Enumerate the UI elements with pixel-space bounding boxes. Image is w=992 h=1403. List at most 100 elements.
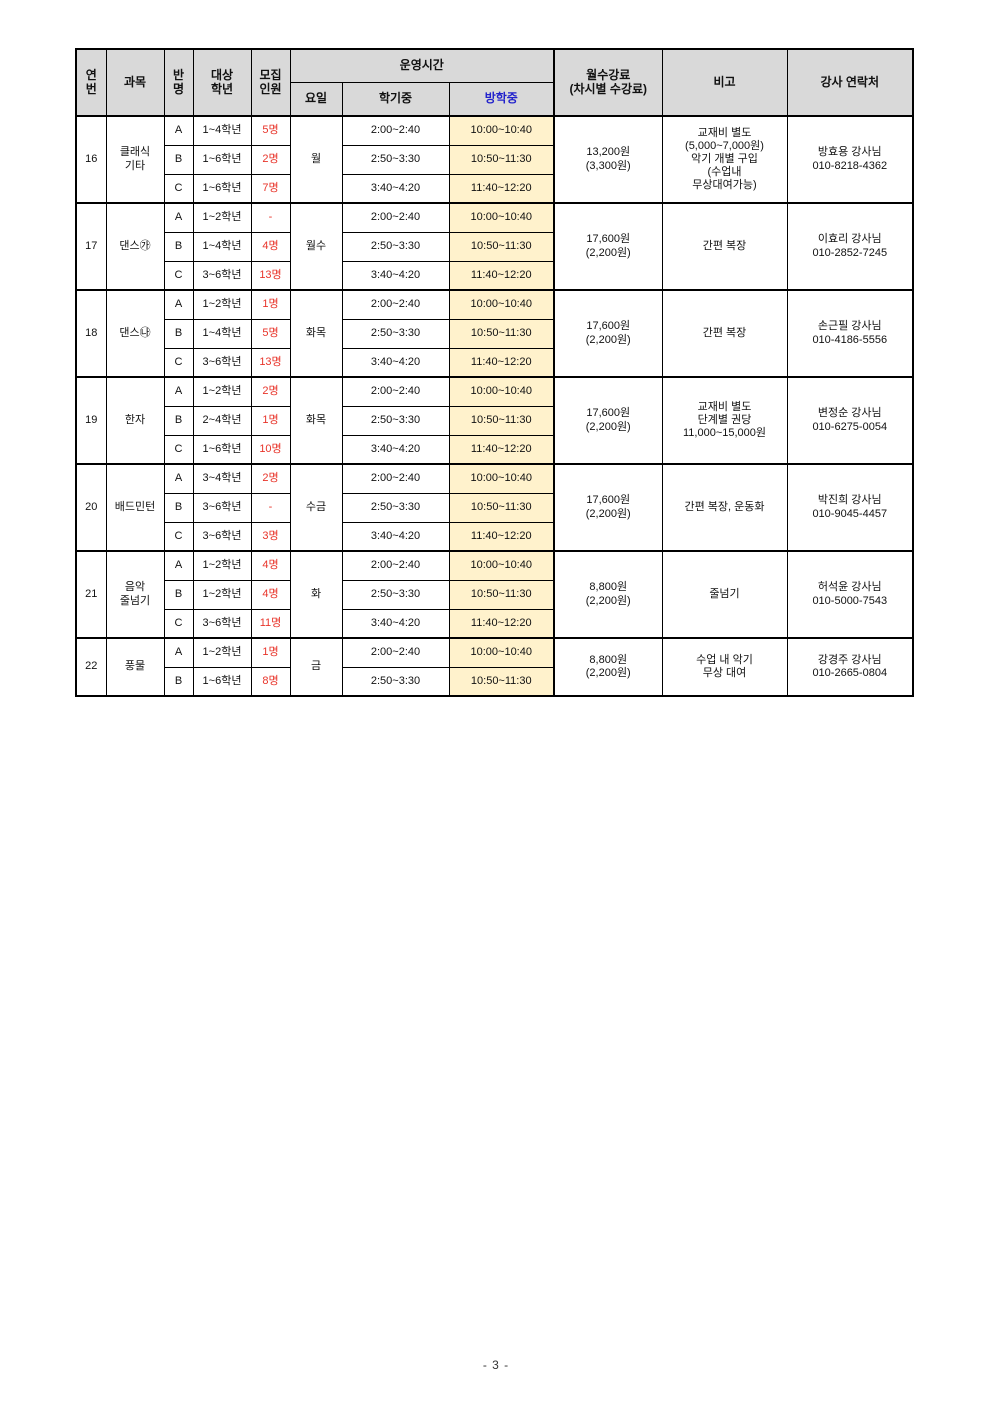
- cell-day: 월: [289, 115, 343, 204]
- cell-grade: 1~6학년: [192, 173, 252, 204]
- cell-vacation-time: 11:40~12:20: [448, 434, 555, 465]
- cell-fee: 8,800원 (2,200원): [553, 550, 663, 639]
- cell-note: 간편 복장: [661, 289, 788, 378]
- cell-vacation-time: 10:00~10:40: [448, 637, 555, 668]
- cell-semester-time: 2:00~2:40: [341, 550, 450, 581]
- cell-fee: 13,200원 (3,300원): [553, 115, 663, 204]
- cell-subject: 한자: [105, 376, 165, 465]
- cell-semester-time: 2:00~2:40: [341, 463, 450, 494]
- cell-no: 21: [75, 550, 107, 639]
- cell-day: 화: [289, 550, 343, 639]
- table-row: B 1~6학년 8명 2:50~3:30 10:50~11:30: [76, 666, 913, 697]
- cell-vacation-time: 10:00~10:40: [448, 289, 555, 320]
- cell-fee: 17,600원 (2,200원): [553, 202, 663, 291]
- cell-capacity: 2명: [250, 376, 291, 407]
- cell-contact: 강경주 강사님 010-2665-0804: [786, 637, 914, 697]
- header-note: 비고: [661, 48, 788, 117]
- cell-semester-time: 3:40~4:20: [341, 347, 450, 378]
- cell-class-name: C: [163, 434, 194, 465]
- cell-semester-time: 3:40~4:20: [341, 260, 450, 291]
- cell-grade: 1~6학년: [192, 666, 252, 697]
- header-subject: 과목: [105, 48, 165, 117]
- cell-note: 간편 복장, 운동화: [661, 463, 788, 552]
- cell-class-name: B: [163, 579, 194, 610]
- cell-class-name: A: [163, 202, 194, 233]
- cell-grade: 1~2학년: [192, 289, 252, 320]
- cell-capacity: 4명: [250, 579, 291, 610]
- cell-class-name: A: [163, 376, 194, 407]
- page-number: - 3 -: [482, 1358, 510, 1372]
- cell-capacity: 1명: [250, 405, 291, 436]
- cell-class-name: B: [163, 492, 194, 523]
- cell-semester-time: 2:50~3:30: [341, 492, 450, 523]
- cell-semester-time: 2:50~3:30: [341, 144, 450, 175]
- cell-subject: 풍물: [105, 637, 165, 697]
- table-row: 17 댄스㉮ A 1~2학년 - 월수 2:00~2:40 10:00~10:4…: [75, 202, 914, 291]
- cell-grade: 1~4학년: [192, 115, 252, 146]
- cell-grade: 1~2학년: [192, 637, 252, 668]
- cell-class-name: C: [163, 260, 194, 291]
- cell-capacity: 8명: [250, 666, 291, 697]
- cell-grade: 1~2학년: [192, 376, 252, 407]
- cell-grade: 3~6학년: [192, 492, 252, 523]
- table-row: 19 한자 A 1~2학년 2명 화목 2:00~2:40 10:00~10:4…: [75, 376, 914, 465]
- cell-vacation-time: 10:50~11:30: [448, 231, 555, 262]
- cell-semester-time: 2:00~2:40: [341, 376, 450, 407]
- cell-capacity: 5명: [250, 115, 291, 146]
- cell-contact: 허석윤 강사님 010-5000-7543: [786, 550, 914, 639]
- cell-capacity: 4명: [250, 231, 291, 262]
- header-no: 연 번: [75, 48, 107, 117]
- cell-subject: 클래식 기타: [105, 115, 165, 204]
- cell-semester-time: 2:00~2:40: [341, 202, 450, 233]
- cell-grade: 1~4학년: [192, 231, 252, 262]
- cell-vacation-time: 10:00~10:40: [448, 202, 555, 233]
- cell-vacation-time: 11:40~12:20: [448, 260, 555, 291]
- cell-note: 교재비 별도 (5,000~7,000원) 악기 개별 구입 (수업내 무상대여…: [661, 115, 788, 204]
- cell-capacity: 13명: [250, 347, 291, 378]
- cell-class-name: B: [163, 231, 194, 262]
- cell-vacation-time: 10:50~11:30: [448, 666, 555, 697]
- cell-no: 22: [75, 637, 107, 697]
- table-row: 18 댄스㉯ A 1~2학년 1명 화목 2:00~2:40 10:00~10:…: [75, 289, 914, 378]
- cell-vacation-time: 10:50~11:30: [448, 579, 555, 610]
- cell-no: 17: [75, 202, 107, 291]
- table-row: B 2~4학년 1명 2:50~3:30 10:50~11:30: [76, 405, 913, 436]
- header-contact: 강사 연락처: [786, 48, 914, 117]
- cell-no: 19: [75, 376, 107, 465]
- cell-capacity: 1명: [250, 289, 291, 320]
- header-fee: 월수강료 (차시별 수강료): [553, 48, 663, 117]
- cell-grade: 2~4학년: [192, 405, 252, 436]
- cell-contact: 방효용 강사님 010-8218-4362: [786, 115, 914, 204]
- cell-contact: 이효리 강사님 010-2852-7245: [786, 202, 914, 291]
- cell-day: 월수: [289, 202, 343, 291]
- cell-capacity: -: [250, 202, 291, 233]
- cell-subject: 댄스㉮: [105, 202, 165, 291]
- cell-capacity: 11명: [250, 608, 291, 639]
- after-school-schedule-table: 연 번 과목 반 명 대상 학년 모집 인원 운영시간 월수강료 (차시별 수강…: [75, 48, 914, 697]
- cell-no: 18: [75, 289, 107, 378]
- cell-vacation-time: 11:40~12:20: [448, 608, 555, 639]
- table-row: B 1~4학년 5명 2:50~3:30 10:50~11:30: [76, 318, 913, 349]
- cell-class-name: C: [163, 608, 194, 639]
- cell-grade: 3~6학년: [192, 521, 252, 552]
- cell-vacation-time: 10:50~11:30: [448, 492, 555, 523]
- cell-grade: 3~6학년: [192, 347, 252, 378]
- cell-class-name: B: [163, 405, 194, 436]
- header-day: 요일: [289, 81, 343, 117]
- cell-class-name: A: [163, 289, 194, 320]
- cell-semester-time: 3:40~4:20: [341, 173, 450, 204]
- cell-vacation-time: 10:00~10:40: [448, 550, 555, 581]
- cell-grade: 3~6학년: [192, 608, 252, 639]
- cell-semester-time: 2:50~3:30: [341, 405, 450, 436]
- cell-vacation-time: 11:40~12:20: [448, 173, 555, 204]
- table-row: C 1~6학년 10명 3:40~4:20 11:40~12:20: [76, 434, 913, 465]
- cell-semester-time: 2:00~2:40: [341, 637, 450, 668]
- cell-day: 금: [289, 637, 343, 697]
- table-row: B 3~6학년 - 2:50~3:30 10:50~11:30: [76, 492, 913, 523]
- table-row: 21 음악 줄넘기 A 1~2학년 4명 화 2:00~2:40 10:00~1…: [75, 550, 914, 639]
- cell-note: 교재비 별도 단계별 권당 11,000~15,000원: [661, 376, 788, 465]
- cell-semester-time: 2:00~2:40: [341, 115, 450, 146]
- cell-vacation-time: 10:00~10:40: [448, 463, 555, 494]
- cell-grade: 1~2학년: [192, 550, 252, 581]
- cell-subject: 댄스㉯: [105, 289, 165, 378]
